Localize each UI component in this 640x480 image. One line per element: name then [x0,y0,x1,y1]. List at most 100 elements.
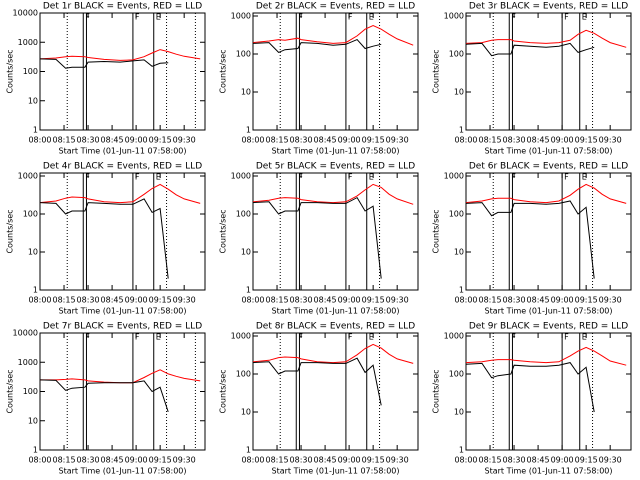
x-axis-label: Start Time (01-Jun-11 07:58:00) [485,307,613,316]
y-tick-label: 100 [236,50,251,59]
x-tick-label: 09:00 [551,456,574,465]
x-tick-label: 08:00 [241,136,264,145]
annotation: E [369,173,374,182]
annotation: F [298,333,303,342]
x-tick-label: 08:45 [101,456,124,465]
x-tick-label: 08:45 [101,136,124,145]
y-tick-label: 1000 [18,358,38,367]
x-tick-label: 08:15 [478,456,501,465]
annotation: E [156,173,161,182]
annotation: F [85,173,90,182]
panel: Det 6r BLACK = Events, RED = LLD Start Ti… [432,162,632,316]
annotation: E [582,13,587,22]
annotation: E [156,13,161,22]
chart-title: Det 8r BLACK = Events, RED = LLD [256,322,415,332]
y-tick-label: 100 [23,210,38,219]
x-tick-label: 09:00 [338,296,361,305]
series-line [465,29,627,48]
series-line [252,183,414,205]
x-tick-label: 09:00 [338,136,361,145]
series-line [465,346,627,366]
series-line [252,39,382,53]
y-tick-label: 1 [246,126,251,135]
x-tick-label: 09:30 [386,296,409,305]
y-tick-label: 1 [459,286,464,295]
y-tick-label: 1000 [18,172,38,181]
y-tick-label: 1000 [18,38,38,47]
x-tick-label: 09:00 [551,296,574,305]
y-tick-label: 1 [246,446,251,455]
x-tick-label: 08:00 [241,456,264,465]
x-tick-label: 08:45 [314,456,337,465]
x-tick-label: 09:15 [575,456,598,465]
y-tick-label: 1000 [444,332,464,341]
x-tick-label: 08:45 [101,296,124,305]
x-tick-label: 08:45 [527,296,550,305]
y-axis-label: Counts/sec [6,369,15,413]
x-tick-label: 08:15 [265,136,288,145]
x-tick-label: 09:00 [125,456,148,465]
series-line [252,25,414,46]
chart-title: Det 3r BLACK = Events, RED = LLD [469,2,628,12]
annotation: F [511,333,516,342]
y-axis-label: Counts/sec [6,49,15,93]
y-tick-label: 10 [454,248,464,257]
annotation: F [298,13,303,22]
y-tick-label: 100 [449,370,464,379]
y-tick-label: 100 [236,370,251,379]
x-tick-label: 08:45 [527,136,550,145]
chart-title: Det 4r BLACK = Events, RED = LLD [43,162,202,172]
x-tick-label: 09:15 [149,296,172,305]
y-tick-label: 10 [28,96,38,105]
plot-frame [465,172,632,291]
x-tick-label: 08:45 [314,296,337,305]
plot-frame [39,172,206,291]
annotation: F [85,13,90,22]
plot-frame [252,332,419,451]
panel: Det 5r BLACK = Events, RED = LLD Start Ti… [219,162,419,316]
chart-title: Det 5r BLACK = Events, RED = LLD [256,162,415,172]
annotation: F [298,173,303,182]
plot-frame [465,12,632,131]
chart-title: Det 6r BLACK = Events, RED = LLD [469,162,628,172]
y-tick-label: 1000 [231,332,251,341]
x-tick-label: 08:00 [454,296,477,305]
y-tick-label: 10 [28,416,38,425]
annotation: E [582,173,587,182]
x-tick-label: 08:30 [290,296,313,305]
annotation: F [135,173,140,182]
series-line [252,343,414,364]
series-line [252,357,382,406]
x-tick-label: 08:15 [52,456,75,465]
x-tick-label: 09:30 [599,456,622,465]
y-tick-label: 10000 [13,329,38,338]
x-tick-label: 08:15 [478,296,501,305]
annotation: E [369,13,374,22]
y-tick-label: 1000 [231,12,251,21]
panel: Det 4r BLACK = Events, RED = LLD Start Ti… [6,162,206,316]
y-tick-label: 10 [241,248,251,257]
x-tick-label: 08:30 [503,456,526,465]
y-axis-label: Counts/sec [6,209,15,253]
panel: Det 8r BLACK = Events, RED = LLD Start Ti… [219,322,419,476]
series-line [39,183,201,204]
x-tick-label: 09:15 [362,456,385,465]
annotation: F [348,13,353,22]
x-tick-label: 09:15 [575,296,598,305]
annotation: F [85,333,90,342]
y-tick-label: 1 [246,286,251,295]
y-axis-label: Counts/sec [432,369,441,413]
plot-frame [252,12,419,131]
y-tick-label: 1 [459,446,464,455]
chart-title: Det 7r BLACK = Events, RED = LLD [43,322,202,332]
y-axis-label: Counts/sec [432,209,441,253]
annotation: E [156,333,161,342]
series-line [465,362,595,413]
x-tick-label: 08:30 [77,136,100,145]
series-line [465,42,595,57]
y-tick-label: 10 [28,248,38,257]
y-axis-label: Counts/sec [219,369,228,413]
annotation: E [369,333,374,342]
